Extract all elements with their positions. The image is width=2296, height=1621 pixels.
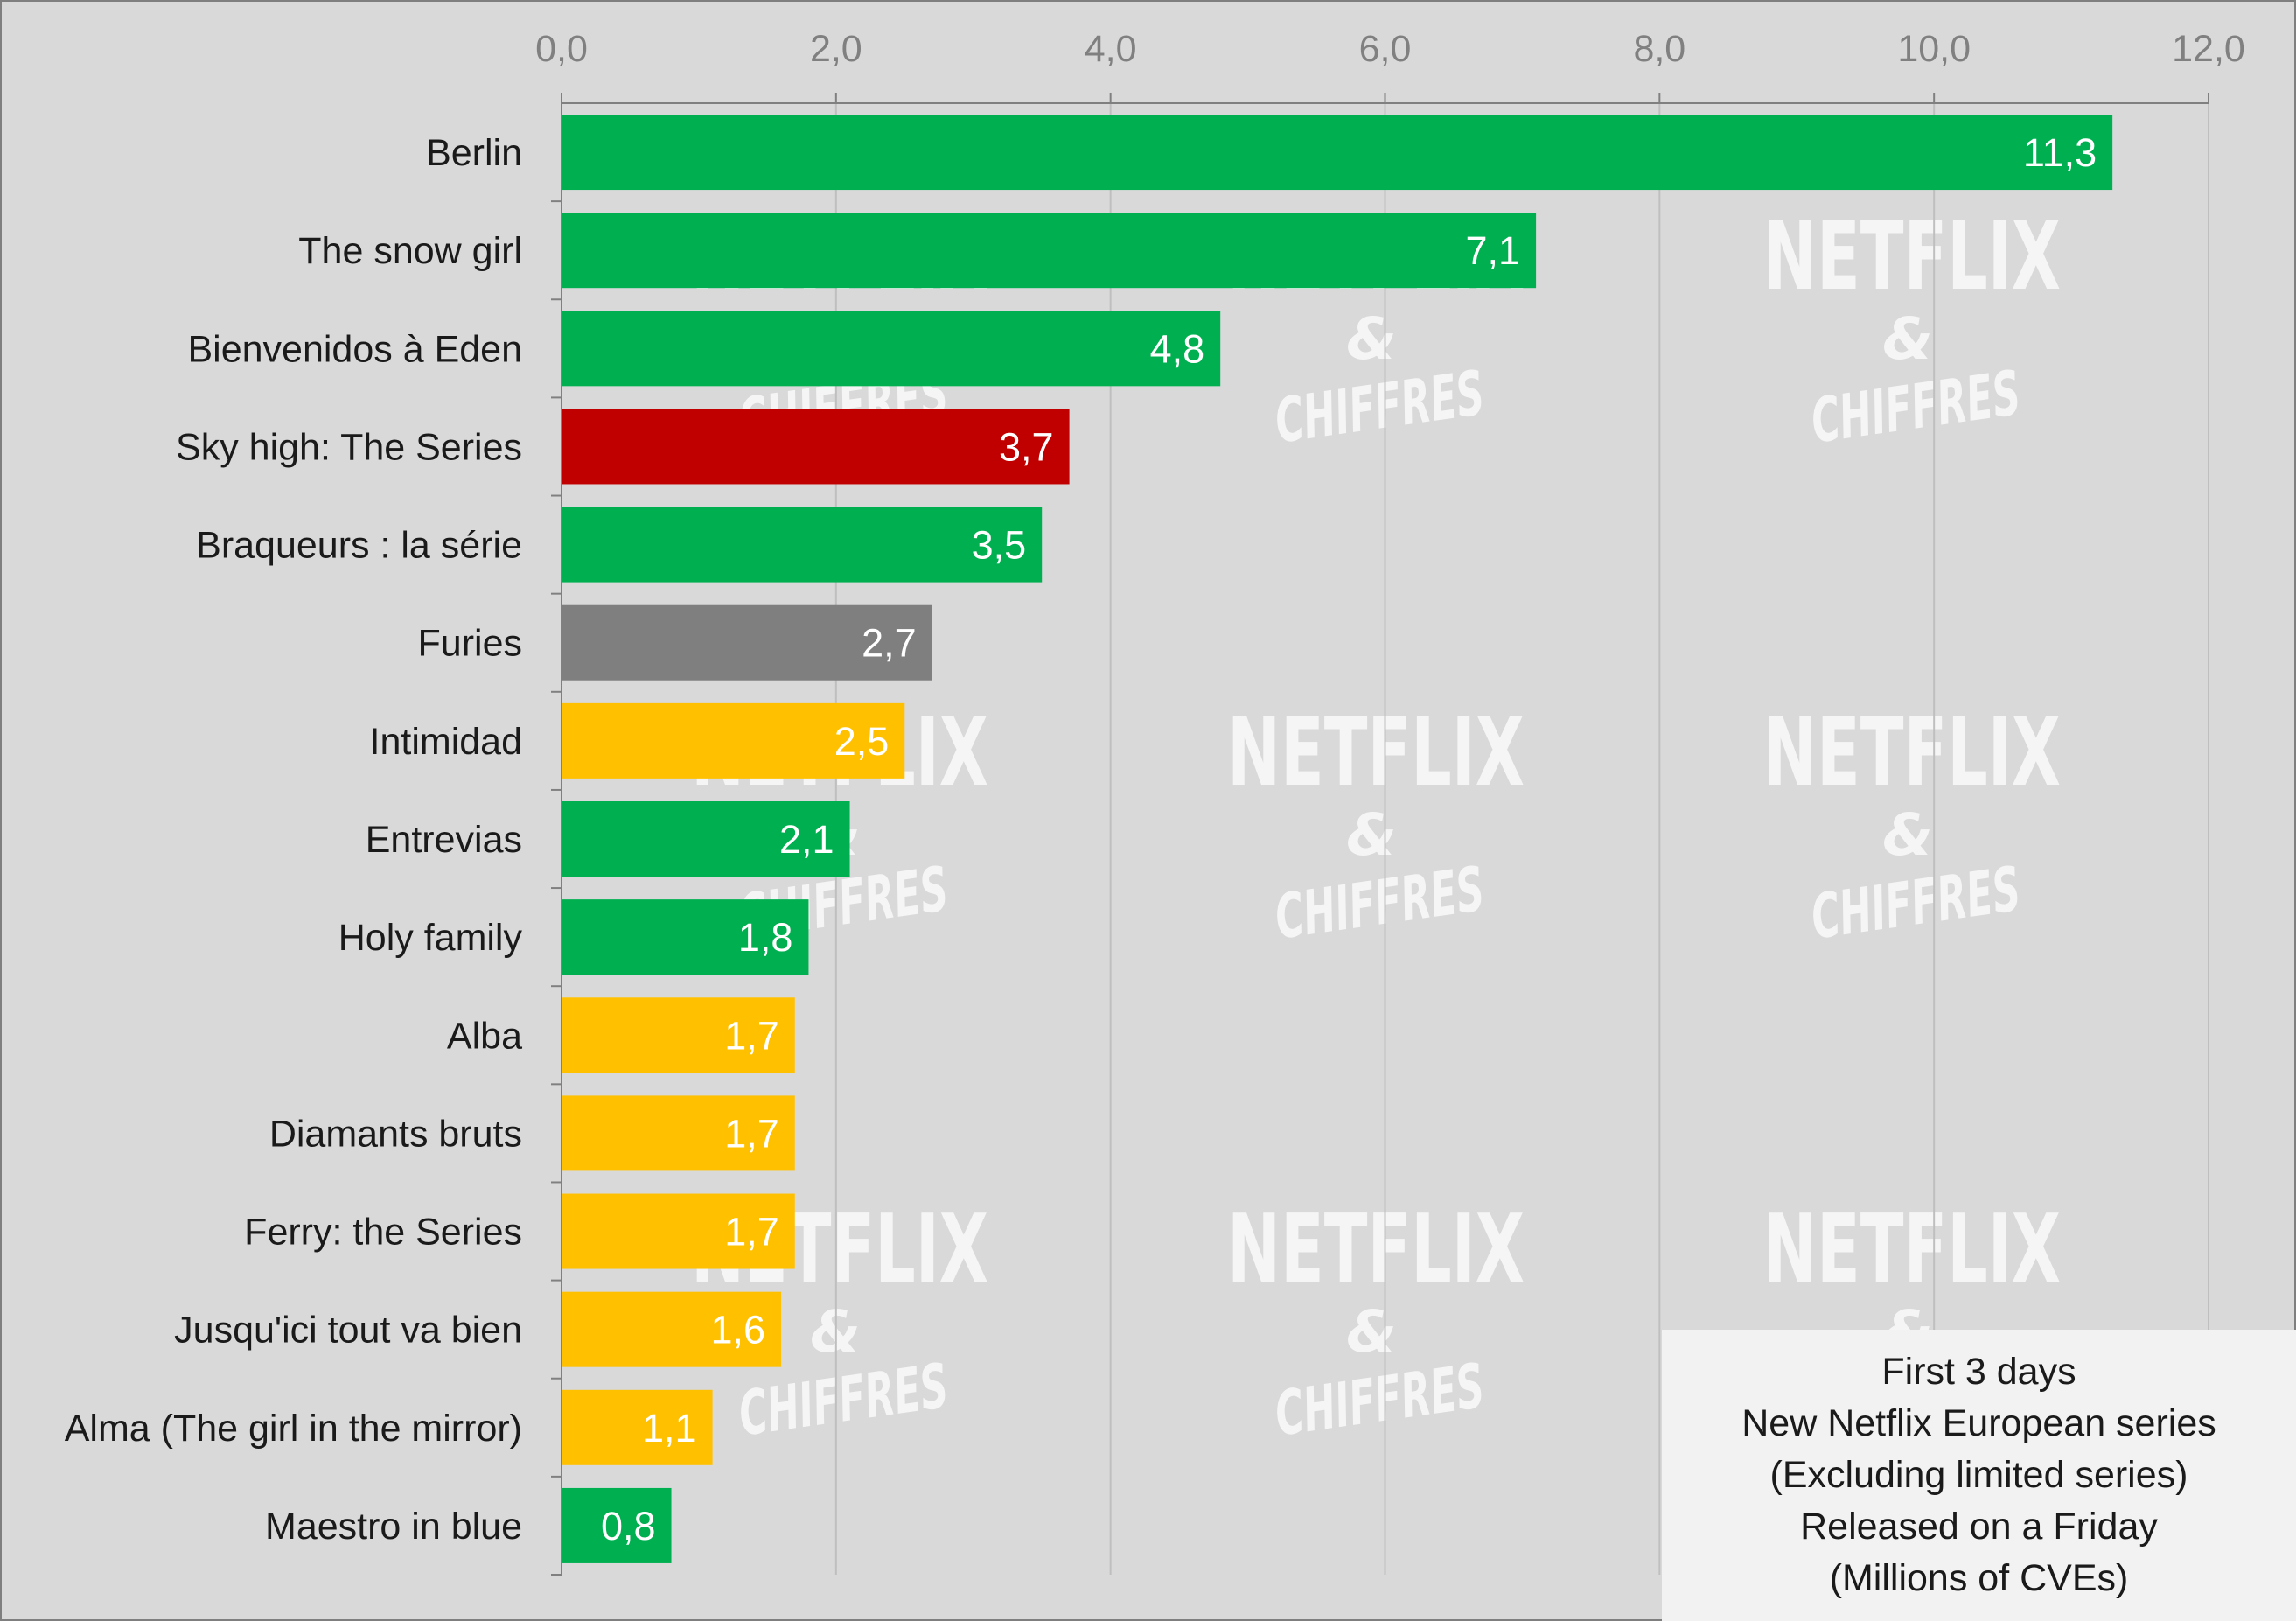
value-label: 1,7	[724, 1210, 779, 1254]
watermark-amp: &	[1346, 305, 1397, 373]
category-label: Furies	[418, 623, 522, 665]
info-line-1: First 3 days	[1881, 1351, 2076, 1393]
value-label: 3,7	[999, 424, 1054, 469]
tick-label: 4,0	[1085, 28, 1137, 70]
watermark-brand: NETFLIX	[1763, 698, 2061, 807]
bar	[562, 409, 1070, 485]
category-label: Braqueurs : la série	[196, 525, 522, 567]
bar	[562, 1095, 795, 1171]
category-label: Jusqu'ici tout va bien	[174, 1310, 522, 1352]
watermark-brand: NETFLIX	[1763, 202, 2061, 311]
info-line-4: Released on a Friday	[1800, 1506, 2158, 1548]
watermark-brand: NETFLIX	[1227, 1195, 1525, 1304]
category-label: Ferry: the Series	[244, 1212, 522, 1254]
value-label: 1,1	[642, 1406, 697, 1450]
watermark-logo: NETFLIX&CHIFFRES	[1763, 698, 2061, 954]
bar	[562, 1193, 795, 1269]
watermark-amp: &	[1882, 305, 1933, 373]
watermark-brand: NETFLIX	[1763, 1195, 2061, 1304]
watermark-logo: NETFLIX&CHIFFRES	[1227, 1195, 1525, 1450]
watermark-word: CHIFFRES	[1271, 1350, 1489, 1450]
category-label: Entrevias	[366, 819, 522, 861]
bar	[562, 997, 795, 1073]
watermark-layer: NETFLIX&CHIFFRESNETFLIX&CHIFFRESNETFLIX&…	[691, 202, 2061, 1450]
value-label: 7,1	[1466, 228, 1521, 273]
watermark-word: CHIFFRES	[1807, 853, 2025, 954]
watermark-word: CHIFFRES	[1807, 357, 2025, 458]
category-label: Berlin	[426, 132, 522, 174]
tick-label: 12,0	[2172, 28, 2245, 70]
category-label: Alma (The girl in the mirror)	[65, 1408, 522, 1450]
watermark-amp: &	[1882, 801, 1933, 869]
watermark-amp: &	[1346, 1298, 1397, 1366]
watermark-logo: NETFLIX&CHIFFRES	[1763, 202, 2061, 458]
bar	[562, 507, 1043, 583]
category-label: Sky high: The Series	[176, 426, 522, 468]
watermark-brand: NETFLIX	[1227, 698, 1525, 807]
category-label: The snow girl	[298, 230, 522, 272]
value-label: 1,7	[724, 1111, 779, 1156]
watermark-logo: NETFLIX&CHIFFRES	[1227, 698, 1525, 954]
bar	[562, 801, 850, 877]
value-label: 11,3	[2023, 130, 2097, 175]
category-labels: Berlin The snow girl Bienvenidos à Eden Sky…	[65, 132, 523, 1548]
bar	[562, 604, 932, 681]
bar	[562, 311, 1221, 387]
tick-label: 8,0	[1633, 28, 1685, 70]
watermark-logo: NETFLIX&CHIFFRES	[691, 1195, 988, 1450]
watermark-word: CHIFFRES	[1271, 357, 1489, 458]
info-box: First 3 days New Netflix European series…	[1662, 1330, 2296, 1621]
category-label: Bienvenidos à Eden	[187, 328, 522, 370]
bar	[562, 899, 809, 975]
info-line-3: (Excluding limited series)	[1769, 1454, 2188, 1496]
bar	[562, 1389, 713, 1465]
value-label: 1,7	[724, 1013, 779, 1058]
value-label: 3,5	[972, 523, 1027, 568]
watermark-amp: &	[1346, 801, 1397, 869]
category-label: Alba	[447, 1015, 522, 1057]
tick-label: 6,0	[1359, 28, 1412, 70]
bar	[562, 1487, 672, 1563]
value-label: 0,8	[601, 1504, 656, 1548]
bars: 11,3 7,1 4,8 3,7 3,5 2,7 2,5 2,1 1,8 1,7 1,7 1,7 1,6…	[562, 115, 2113, 1563]
category-label: Maestro in blue	[265, 1506, 522, 1548]
info-line-2: New Netflix European series	[1741, 1402, 2216, 1444]
value-label: 4,8	[1150, 326, 1205, 371]
bar	[562, 213, 1537, 289]
value-label: 1,8	[738, 915, 793, 960]
value-label: 2,1	[779, 817, 834, 862]
category-label: Holy family	[338, 917, 523, 959]
bar	[562, 1291, 782, 1367]
category-label: Diamants bruts	[269, 1113, 522, 1155]
tick-label: 0,0	[535, 28, 588, 70]
category-label: Intimidad	[370, 721, 522, 763]
value-label: 2,5	[834, 719, 890, 764]
value-label: 1,6	[711, 1308, 766, 1352]
tick-label: 2,0	[810, 28, 862, 70]
bar	[562, 702, 905, 779]
watermark-word: CHIFFRES	[1271, 853, 1489, 954]
info-line-5: (Millions of CVEs)	[1829, 1557, 2129, 1599]
bar	[562, 115, 2113, 191]
tick-label: 10,0	[1897, 28, 1971, 70]
value-label: 2,7	[862, 621, 917, 666]
